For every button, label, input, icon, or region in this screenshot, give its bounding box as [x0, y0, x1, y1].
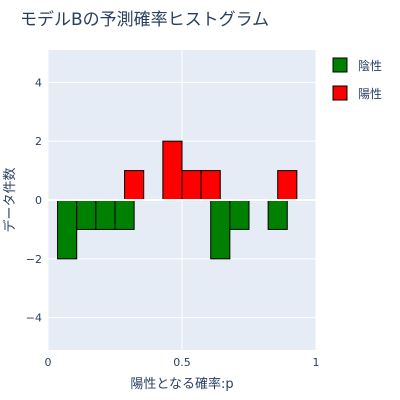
positive-bar-0[interactable]	[124, 170, 145, 201]
x-axis-label: 陽性となる確率:p	[130, 376, 233, 392]
x-tick-label-0: 0	[45, 356, 52, 369]
y-tick-label-4: −4	[26, 312, 42, 325]
legend-label-positive: 陽性	[358, 87, 382, 101]
y-tick-label-0: 4	[35, 76, 42, 89]
positive-bar-2[interactable]	[181, 170, 202, 201]
x-tick-labels: 0 0.5 1	[45, 356, 320, 369]
negative-bar-1[interactable]	[76, 199, 97, 230]
y-axis-label: データ件数	[2, 167, 18, 232]
legend: 陰性 陽性	[332, 57, 382, 101]
negative-bar-3[interactable]	[114, 199, 135, 230]
positive-bar-3[interactable]	[200, 170, 221, 201]
negative-bar-5[interactable]	[229, 199, 250, 230]
legend-swatch-positive	[332, 85, 348, 101]
y-tick-label-1: 2	[35, 135, 42, 148]
negative-bar-2[interactable]	[95, 199, 116, 230]
x-tick-label-1: 0.5	[173, 356, 191, 369]
y-tick-label-3: −2	[26, 253, 42, 266]
positive-bar-4[interactable]	[277, 170, 298, 201]
legend-swatch-negative	[332, 57, 348, 73]
negative-bar-0[interactable]	[57, 199, 78, 260]
legend-item-negative[interactable]: 陰性	[332, 57, 382, 73]
chart-title: モデルBの予測確率ヒストグラム	[20, 9, 269, 30]
y-tick-label-2: 0	[35, 194, 42, 207]
negative-bar-4[interactable]	[210, 199, 231, 260]
positive-bar-1[interactable]	[162, 140, 183, 201]
legend-label-negative: 陰性	[358, 59, 382, 73]
x-tick-label-2: 1	[313, 356, 320, 369]
legend-item-positive[interactable]: 陽性	[332, 85, 382, 101]
y-tick-labels: 4 2 0 −2 −4	[26, 76, 42, 324]
negative-bar-6[interactable]	[267, 199, 288, 230]
